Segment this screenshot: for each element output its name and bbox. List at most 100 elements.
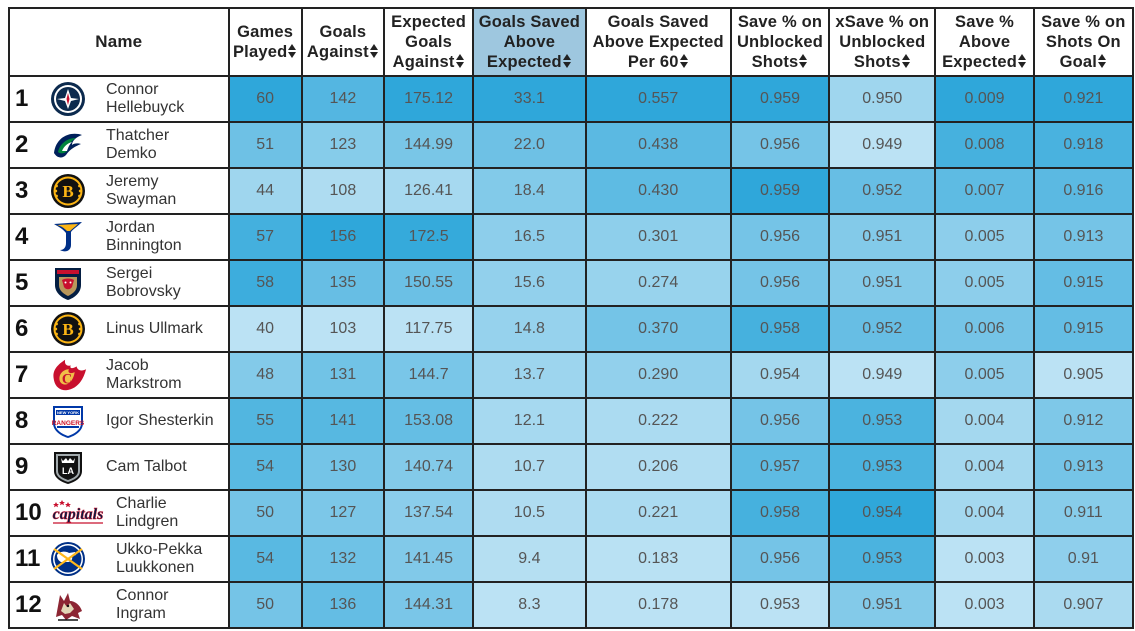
stat-cell-xsvu: 0.950 (828, 75, 937, 123)
stat-cell-gsax: 10.7 (472, 443, 587, 491)
stat-cell-xsvu: 0.953 (828, 443, 937, 491)
kings-logo-icon: LA (48, 449, 88, 485)
column-header-text: Expected (942, 53, 1018, 71)
rank-number: 12 (15, 591, 42, 618)
stat-cell-svax: 0.005 (934, 259, 1035, 307)
stat-cell-ga: 156 (300, 213, 385, 261)
stat-cell-gsax: 16.5 (472, 213, 587, 261)
stat-cell-svu: 0.958 (729, 489, 831, 537)
column-header-svax[interactable]: Save % Above Expected (934, 7, 1035, 77)
sort-arrows-icon[interactable] (455, 54, 465, 68)
player-name: Sergei Bobrovsky (106, 265, 181, 301)
column-header-text: Per 60 (627, 53, 679, 71)
sort-arrows-icon[interactable] (369, 44, 379, 58)
stat-cell-xsvu: 0.951 (828, 581, 937, 629)
stat-cell-xsvu: 0.949 (828, 121, 937, 169)
stat-cell-xga: 172.5 (382, 213, 475, 261)
stat-cell-svax: 0.007 (934, 167, 1035, 215)
rank-number: 8 (15, 407, 29, 434)
stat-cell-gsax: 18.4 (472, 167, 587, 215)
stat-cell-gsax60: 0.178 (584, 581, 732, 629)
stat-cell-ga: 127 (300, 489, 385, 537)
stat-cell-xsvu: 0.952 (828, 167, 937, 215)
stat-cell-gp: 44 (227, 167, 303, 215)
column-header-text: Games (237, 23, 294, 41)
capitals-logo-icon: capitals (48, 495, 108, 531)
player-cell: 1 Connor Hellebuyck (8, 75, 230, 123)
stat-cell-gsax: 13.7 (472, 351, 587, 399)
column-header-svu[interactable]: Save % on Unblocked Shots (729, 7, 831, 77)
sort-arrows-icon[interactable] (288, 44, 297, 58)
table-row: 6 B Linus Ullmark 40 103 117.75 14.8 0.370 0.958… (8, 305, 1135, 353)
stat-cell-svu: 0.956 (729, 213, 831, 261)
sort-arrows-icon[interactable] (901, 54, 911, 68)
stat-cell-xsvu: 0.952 (828, 305, 937, 353)
column-header-text: Played (232, 43, 288, 61)
stat-cell-svsog: 0.912 (1032, 397, 1135, 445)
column-header-text: xSave % on (835, 13, 930, 31)
stat-cell-gsax60: 0.274 (584, 259, 732, 307)
svg-text:C: C (62, 372, 72, 388)
column-header-gsax60[interactable]: Goals Saved Above Expected Per 60 (584, 7, 732, 77)
player-name: Connor Hellebuyck (106, 81, 184, 117)
coyotes-logo-icon (48, 587, 88, 623)
player-last-name: Luukkonen (116, 559, 195, 576)
player-first-name: Cam Talbot (106, 458, 187, 475)
svg-text:LA: LA (62, 466, 74, 476)
stat-cell-xga: 144.7 (382, 351, 475, 399)
stat-cell-svsog: 0.916 (1032, 167, 1135, 215)
stat-cell-xsvu: 0.949 (828, 351, 937, 399)
stat-cell-gsax: 9.4 (472, 535, 587, 583)
player-first-name: Thatcher (106, 127, 170, 144)
column-header-text: Unblocked (736, 33, 824, 51)
column-header-text: Goal (1059, 53, 1098, 71)
table-row: 8 NEW YORK RANGERS Igor Shesterkin 55 141 153.… (8, 397, 1135, 445)
stat-cell-gp: 48 (227, 351, 303, 399)
column-header-text: Save % on (737, 13, 823, 31)
table-row: 5 Sergei Bobrovsky 58 135 150.55 15.6 0.274 0.95… (8, 259, 1135, 307)
stat-cell-gsax60: 0.557 (584, 75, 732, 123)
stat-cell-gsax60: 0.221 (584, 489, 732, 537)
player-first-name: Connor (106, 81, 159, 98)
stat-cell-svax: 0.003 (934, 535, 1035, 583)
player-first-name: Linus Ullmark (106, 320, 203, 337)
sort-arrows-icon[interactable] (799, 54, 808, 68)
stat-cell-gsax: 8.3 (472, 581, 587, 629)
sort-arrows-icon[interactable] (679, 54, 689, 68)
stat-cell-svsog: 0.907 (1032, 581, 1135, 629)
player-name: Linus Ullmark (106, 320, 203, 338)
stat-cell-svax: 0.008 (934, 121, 1035, 169)
column-header-text: Goals Saved (607, 13, 709, 31)
player-first-name: Jordan (106, 219, 155, 236)
rank-number: 5 (15, 269, 29, 296)
stat-cell-gsax: 10.5 (472, 489, 587, 537)
stat-cell-ga: 130 (300, 443, 385, 491)
stat-cell-gp: 58 (227, 259, 303, 307)
table-row: 12 Connor Ingram 50 136 144.31 8.3 0.178 0.953 0.… (8, 581, 1135, 629)
column-header-xsvu[interactable]: xSave % on Unblocked Shots (828, 7, 937, 77)
player-cell: 3 B Jeremy Swayman (8, 167, 230, 215)
sort-arrows-icon[interactable] (1098, 54, 1107, 68)
sort-arrows-icon[interactable] (562, 54, 572, 68)
stat-cell-svu: 0.957 (729, 443, 831, 491)
column-header-gp[interactable]: Games Played (227, 7, 303, 77)
panthers-logo-icon (48, 265, 88, 301)
column-header-xga[interactable]: Expected Goals Against (382, 7, 475, 77)
stat-cell-xsvu: 0.951 (828, 259, 937, 307)
player-last-name: Lindgren (116, 513, 179, 530)
rank-number: 11 (15, 545, 41, 572)
stat-cell-gsax: 12.1 (472, 397, 587, 445)
column-header-svsog[interactable]: Save % on Shots On Goal (1032, 7, 1135, 77)
stat-cell-svu: 0.956 (729, 535, 831, 583)
player-first-name: Jeremy (106, 173, 159, 190)
sabres-logo-icon (48, 541, 88, 577)
rank-number: 7 (15, 361, 29, 388)
svg-text:B: B (62, 182, 73, 201)
rank-number: 9 (15, 453, 29, 480)
canucks-logo-icon (48, 127, 88, 163)
stat-cell-gsax: 22.0 (472, 121, 587, 169)
column-header-ga[interactable]: Goals Against (300, 7, 385, 77)
column-header-gsax[interactable]: Goals Saved Above Expected (472, 7, 587, 77)
sort-arrows-icon[interactable] (1018, 54, 1027, 68)
stat-cell-gsax: 33.1 (472, 75, 587, 123)
